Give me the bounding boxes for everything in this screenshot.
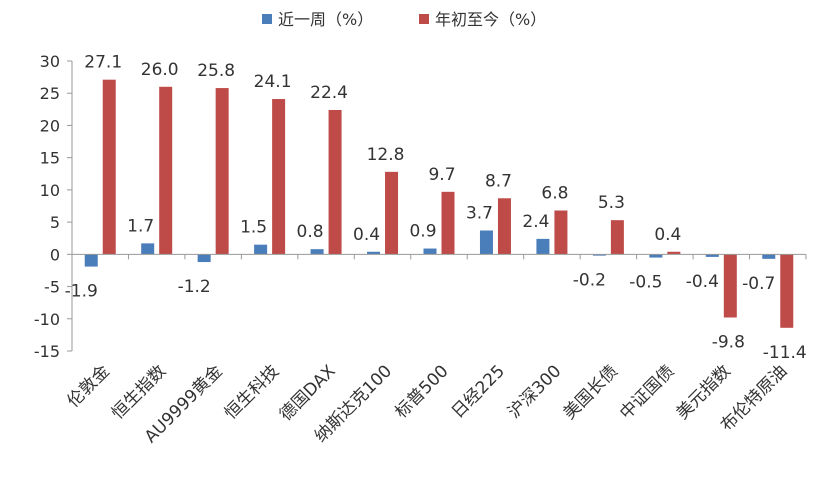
bar-ytd [328, 109, 342, 255]
category-label: 沪深300 [504, 361, 565, 422]
data-label: 1.7 [127, 216, 154, 236]
data-label: 0.4 [654, 225, 681, 245]
bar-week [762, 254, 776, 259]
data-label: 27.1 [84, 53, 122, 73]
category-label: 日经225 [448, 361, 509, 422]
bar-ytd [159, 86, 173, 255]
category-label: 中证国债 [616, 361, 678, 423]
category-label: 伦敦金 [64, 361, 114, 411]
data-label: -0.2 [573, 271, 606, 291]
data-label: 22.4 [310, 83, 348, 103]
y-tick-label: 0 [50, 245, 60, 264]
y-tick-label: 20 [40, 116, 60, 135]
data-label: -0.7 [742, 274, 775, 294]
y-tick-label: -10 [34, 310, 60, 329]
y-axis: -15 -10 -5 0 5 10 15 20 25 30 [34, 52, 73, 361]
data-labels: -1.9 1.7 -1.2 1.5 0.8 0.4 0.9 3.7 2.4 -0.2 -0.5 -0.… [65, 53, 807, 363]
bar-ytd [497, 198, 511, 255]
data-label: -1.2 [178, 277, 211, 297]
bar-week [536, 238, 550, 255]
legend-swatch [419, 14, 429, 24]
bar-ytd [554, 210, 568, 255]
bar-week [367, 251, 381, 255]
data-label: -0.5 [629, 273, 662, 293]
data-label: 9.7 [428, 165, 455, 185]
data-label: -0.4 [686, 272, 719, 292]
bar-week [479, 230, 493, 255]
category-label: 美国长债 [560, 361, 622, 423]
bar-week [197, 254, 211, 263]
bars [84, 79, 794, 328]
data-label: 25.8 [197, 61, 235, 81]
bar-week [254, 244, 268, 255]
bar-week [592, 254, 606, 256]
legend-label: 近一周（%） [278, 10, 373, 29]
bar-week [705, 254, 719, 257]
y-tick-label: -5 [44, 278, 60, 297]
data-label: 26.0 [141, 60, 179, 80]
bar-ytd [102, 79, 116, 255]
bar-week [84, 254, 98, 267]
bar-ytd [215, 88, 229, 255]
bar-ytd [385, 171, 399, 255]
data-label: 8.7 [485, 171, 512, 191]
y-tick-label: 15 [40, 149, 60, 168]
bar-ytd [610, 220, 624, 255]
legend: 近一周（%） 年初至今（%） [262, 10, 546, 29]
y-tick-label: 30 [40, 52, 60, 71]
bar-ytd [780, 254, 794, 328]
data-label: 3.7 [466, 203, 493, 223]
y-tick-label: -15 [34, 342, 60, 361]
bar-ytd [441, 191, 455, 255]
data-label: 1.5 [240, 218, 267, 238]
data-label: 5.3 [598, 193, 625, 213]
data-label: 12.8 [367, 145, 405, 165]
bar-week [310, 249, 324, 255]
data-label: 0.4 [353, 225, 380, 245]
legend-label: 年初至今（%） [435, 10, 546, 29]
category-label: 标普500 [391, 361, 452, 422]
bar-week [649, 254, 663, 258]
data-label: -11.4 [763, 343, 807, 363]
data-label: 0.9 [409, 222, 436, 242]
bar-ytd [723, 254, 737, 318]
data-label: 24.1 [254, 72, 292, 92]
bar-week [423, 248, 437, 255]
y-tick-label: 25 [40, 84, 60, 103]
data-label: 6.8 [541, 184, 568, 204]
y-tick-label: 5 [50, 213, 60, 232]
legend-swatch [262, 14, 272, 24]
data-label: -1.9 [65, 282, 98, 302]
data-label: 0.8 [297, 222, 324, 242]
y-tick-label: 10 [40, 181, 60, 200]
bar-week [141, 243, 155, 255]
bar-ytd [667, 251, 681, 255]
data-label: 2.4 [522, 212, 549, 232]
data-label: -9.8 [712, 332, 745, 352]
bar-ytd [272, 99, 286, 255]
category-label: 恒生科技 [221, 361, 283, 423]
